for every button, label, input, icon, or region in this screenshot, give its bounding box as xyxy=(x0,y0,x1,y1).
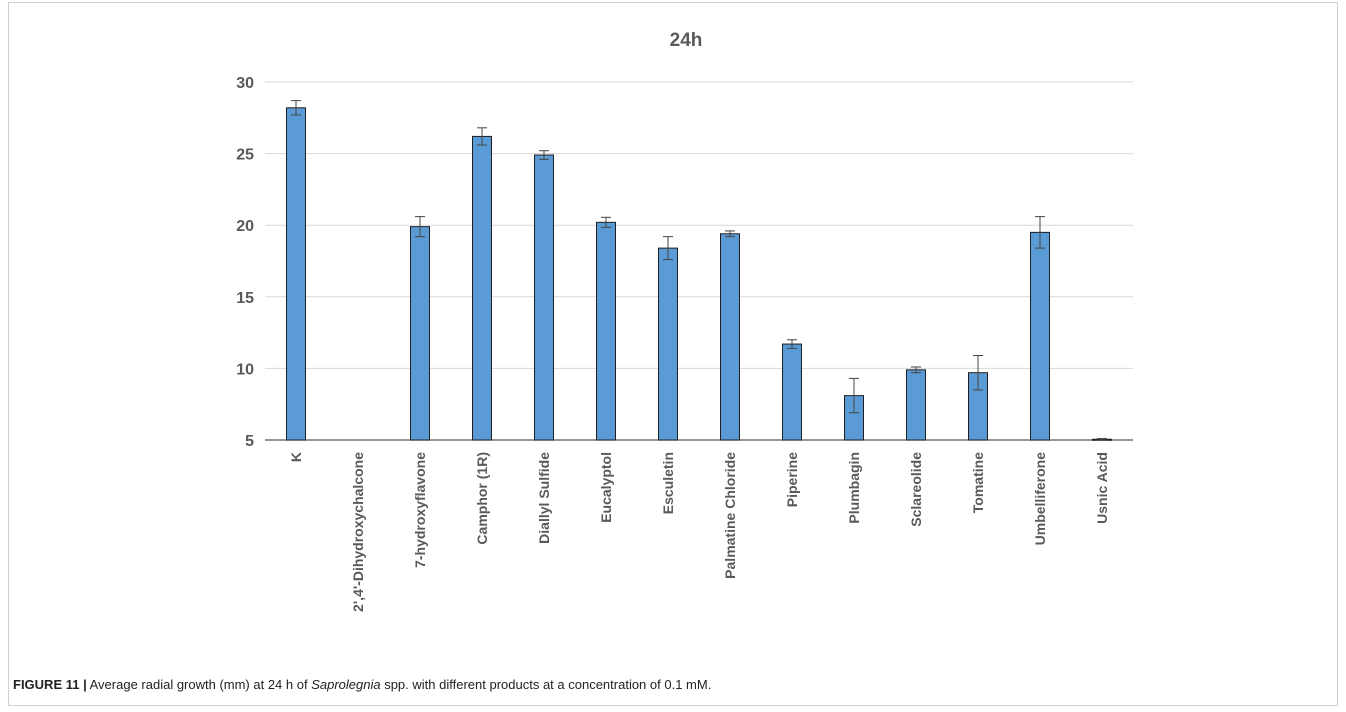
x-tick-label: Sclareolide xyxy=(908,452,924,527)
x-tick-label: K xyxy=(288,452,304,462)
bar xyxy=(596,221,616,441)
bar xyxy=(286,107,306,441)
bar xyxy=(906,369,926,441)
bar xyxy=(782,343,802,441)
bar xyxy=(1030,231,1050,441)
y-tick-label: 15 xyxy=(236,290,254,307)
y-tick-label: 25 xyxy=(236,147,254,164)
caption-organism: Saprolegnia xyxy=(311,677,381,692)
bar xyxy=(410,226,430,441)
y-tick-label: 5 xyxy=(245,433,254,450)
caption-text-before: Average radial growth (mm) at 24 h of xyxy=(86,677,312,692)
bar-chart: 24h 5 10 15 20 25 30 K 2',4'-Dihydroxychalcone 7-… xyxy=(236,30,1133,612)
caption-label: FIGURE 11 | xyxy=(13,677,87,692)
x-tick-label: Esculetin xyxy=(660,452,676,514)
chart-title: 24h xyxy=(670,30,703,51)
bar xyxy=(720,233,740,441)
figure-caption: FIGURE 11 | Average radial growth (mm) a… xyxy=(13,677,1333,692)
y-tick-label: 20 xyxy=(236,218,254,235)
x-tick-label: 2',4'-Dihydroxychalcone xyxy=(350,452,366,612)
x-tick-label: Umbelliferone xyxy=(1032,452,1048,546)
x-tick-label: Diallyl Sulfide xyxy=(536,452,552,544)
bar xyxy=(534,154,554,441)
x-tick-label: Palmatine Chloride xyxy=(722,452,738,579)
x-tick-label: Eucalyptol xyxy=(598,452,614,523)
x-tick-label: 7-hydroxyflavone xyxy=(412,452,428,568)
bar xyxy=(472,135,492,441)
x-tick-label: Piperine xyxy=(784,452,800,507)
caption-text-after: spp. with different products at a concen… xyxy=(380,677,712,692)
x-tick-label: Usnic Acid xyxy=(1094,452,1110,524)
x-tick-label: Plumbagin xyxy=(846,452,862,524)
x-tick-label: Camphor (1R) xyxy=(474,452,490,545)
y-tick-label: 10 xyxy=(236,361,254,378)
y-tick-label: 30 xyxy=(236,75,254,92)
bar xyxy=(658,247,678,441)
x-tick-label: Tomatine xyxy=(970,452,986,513)
